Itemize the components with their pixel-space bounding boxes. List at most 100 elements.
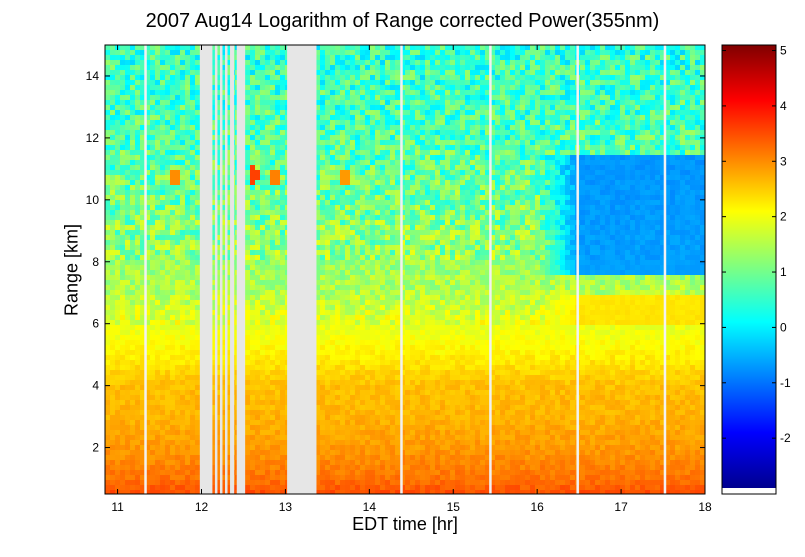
heatmap-cell xyxy=(360,115,365,120)
heatmap-cell xyxy=(175,300,180,305)
heatmap-cell xyxy=(360,55,365,60)
heatmap-cell xyxy=(190,205,195,210)
heatmap-cell xyxy=(315,165,320,170)
heatmap-cell xyxy=(355,445,360,450)
heatmap-cell xyxy=(155,345,160,350)
heatmap-cell xyxy=(275,175,280,180)
heatmap-cell xyxy=(130,50,135,55)
heatmap-cell xyxy=(280,85,285,90)
heatmap-cell xyxy=(320,155,325,160)
heatmap-cell xyxy=(105,125,110,130)
heatmap-cell xyxy=(365,450,370,455)
heatmap-cell xyxy=(175,390,180,395)
heatmap-cell xyxy=(270,425,275,430)
heatmap-cell xyxy=(160,285,165,290)
heatmap-cell xyxy=(160,85,165,90)
heatmap-cell xyxy=(330,135,335,140)
heatmap-cell xyxy=(335,195,340,200)
heatmap-cell xyxy=(370,310,375,315)
heatmap-cell xyxy=(125,60,130,65)
heatmap-cell xyxy=(325,365,330,370)
heatmap-cell xyxy=(110,380,115,385)
heatmap-cell xyxy=(330,430,335,435)
heatmap-cell xyxy=(245,435,250,440)
heatmap-cell xyxy=(135,305,140,310)
heatmap-cell xyxy=(355,380,360,385)
heatmap-cell xyxy=(330,100,335,105)
heatmap-cell xyxy=(335,120,340,125)
heatmap-cell xyxy=(210,185,215,190)
heatmap-cell xyxy=(130,165,135,170)
heatmap-cell xyxy=(375,225,380,230)
heatmap-cell xyxy=(260,230,265,235)
heatmap-cell xyxy=(185,185,190,190)
heatmap-cell xyxy=(370,435,375,440)
heatmap-cell xyxy=(135,400,140,405)
heatmap-cell xyxy=(155,275,160,280)
heatmap-cell xyxy=(175,330,180,335)
heatmap-cell xyxy=(220,190,225,195)
heatmap-cell xyxy=(270,445,275,450)
heatmap-cell xyxy=(245,305,250,310)
heatmap-cell xyxy=(280,330,285,335)
heatmap-cell xyxy=(150,150,155,155)
heatmap-cell xyxy=(190,395,195,400)
heatmap-cell xyxy=(140,235,145,240)
heatmap-cell xyxy=(110,85,115,90)
heatmap-cell xyxy=(360,150,365,155)
heatmap-cell xyxy=(150,475,155,480)
heatmap-cell xyxy=(210,45,215,50)
heatmap-cell xyxy=(260,180,265,185)
heatmap-cell xyxy=(335,265,340,270)
heatmap-cell xyxy=(345,140,350,145)
heatmap-cell xyxy=(150,140,155,145)
heatmap-cell xyxy=(280,255,285,260)
heatmap-cell xyxy=(320,220,325,225)
heatmap-cell xyxy=(170,245,175,250)
heatmap-cell xyxy=(260,160,265,165)
heatmap-cell xyxy=(185,60,190,65)
heatmap-cell xyxy=(380,70,385,75)
heatmap-cell xyxy=(150,180,155,185)
heatmap-cell xyxy=(355,230,360,235)
heatmap-cell xyxy=(220,330,225,335)
heatmap-cell xyxy=(370,105,375,110)
heatmap-cell xyxy=(315,355,320,360)
heatmap-cell xyxy=(320,185,325,190)
heatmap-cell xyxy=(340,220,345,225)
heatmap-cell xyxy=(105,45,110,50)
heatmap-cell xyxy=(160,275,165,280)
heatmap-cell xyxy=(275,395,280,400)
heatmap-cell xyxy=(260,150,265,155)
heatmap-cell xyxy=(125,455,130,460)
heatmap-cell xyxy=(375,65,380,70)
heatmap-cell xyxy=(195,320,200,325)
heatmap-cell xyxy=(275,305,280,310)
heatmap-cell xyxy=(375,230,380,235)
heatmap-cell xyxy=(145,250,150,255)
heatmap-cell xyxy=(125,350,130,355)
heatmap-cell xyxy=(340,125,345,130)
heatmap-cell xyxy=(180,275,185,280)
heatmap-cell xyxy=(155,205,160,210)
heatmap-cell xyxy=(115,335,120,340)
heatmap-cell xyxy=(105,65,110,70)
heatmap-cell xyxy=(115,295,120,300)
heatmap-cell xyxy=(210,280,215,285)
heatmap-cell xyxy=(210,385,215,390)
heatmap-cell xyxy=(315,170,320,175)
heatmap-cell xyxy=(355,85,360,90)
heatmap-cell xyxy=(255,425,260,430)
heatmap-cell xyxy=(270,420,275,425)
heatmap-cell xyxy=(365,335,370,340)
heatmap-cell xyxy=(135,165,140,170)
heatmap-cell xyxy=(260,280,265,285)
heatmap-cell xyxy=(140,420,145,425)
heatmap-cell xyxy=(260,375,265,380)
heatmap-cell xyxy=(250,65,255,70)
heatmap-cell xyxy=(190,210,195,215)
heatmap-cell xyxy=(270,295,275,300)
heatmap-cell xyxy=(250,235,255,240)
heatmap-cell xyxy=(175,90,180,95)
heatmap-cell xyxy=(260,215,265,220)
